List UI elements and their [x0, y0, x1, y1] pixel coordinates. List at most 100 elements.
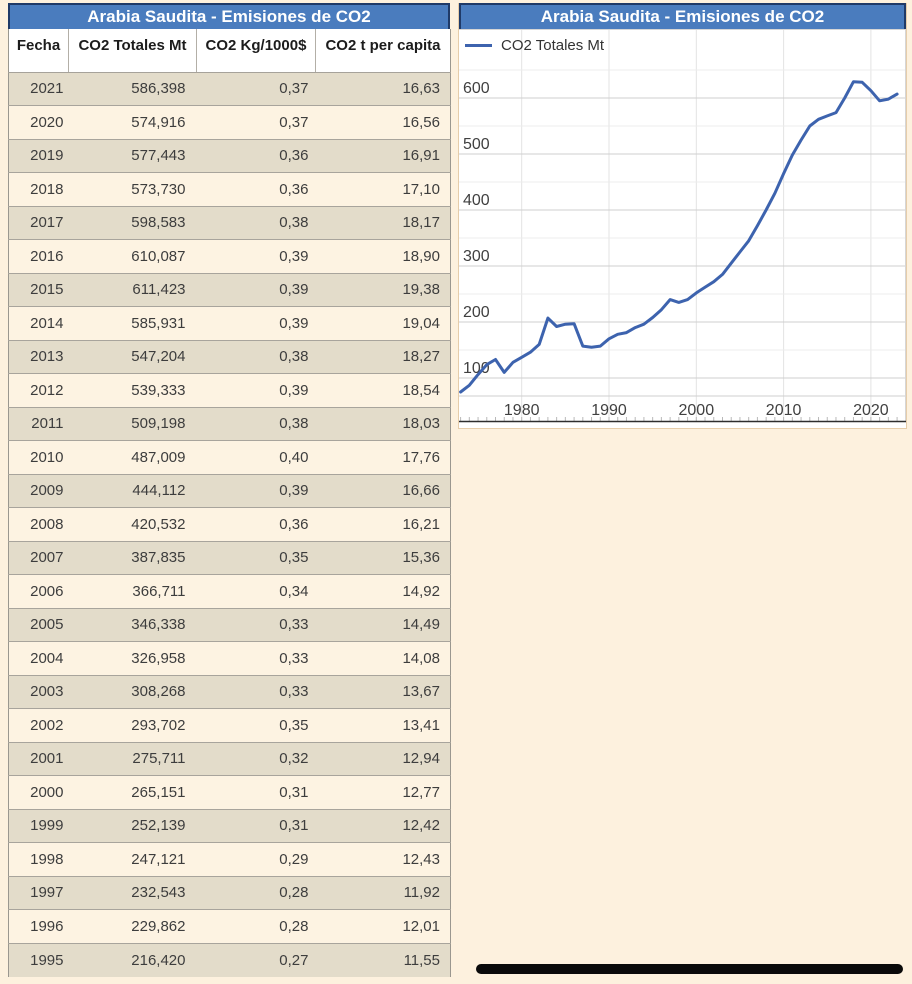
table-cell: 0,38: [196, 406, 316, 441]
table-cell: 610,087: [68, 239, 197, 273]
table-cell: 2010: [8, 440, 69, 474]
table-cell: 611,423: [68, 272, 197, 307]
table-cell: 15,36: [315, 540, 451, 575]
table-row: 2008 420,532 0,36 16,21: [8, 507, 451, 541]
table-row: 2018 573,730 0,36 17,10: [8, 172, 451, 206]
table-row: 1997 232,543 0,28 11,92: [8, 875, 451, 910]
table-cell: 16,56: [315, 105, 451, 139]
table-cell: 0,39: [196, 373, 316, 407]
table-cell: 17,76: [315, 440, 451, 474]
table-cell: 0,38: [196, 205, 316, 240]
table-cell: 2017: [8, 205, 69, 240]
table-cell: 14,92: [315, 574, 451, 608]
table-cell: 0,38: [196, 339, 316, 374]
legend-line-swatch: [465, 44, 492, 47]
table-cell: 0,35: [196, 540, 316, 575]
table-cell: 0,39: [196, 306, 316, 340]
table-cell: 598,583: [68, 205, 197, 240]
table-cell: 2007: [8, 540, 69, 575]
table-row: 1996 229,862 0,28 12,01: [8, 909, 451, 943]
col-header-co2-totales: CO2 Totales Mt: [68, 29, 197, 73]
table-cell: 0,31: [196, 775, 316, 809]
table-cell: 444,112: [68, 473, 197, 508]
table-row: 1995 216,420 0,27 11,55: [8, 942, 451, 977]
table-cell: 0,39: [196, 272, 316, 307]
table-cell: 18,17: [315, 205, 451, 240]
table-cell: 293,702: [68, 708, 197, 742]
table-cell: 14,49: [315, 607, 451, 642]
table-cell: 11,55: [315, 942, 451, 977]
table-cell: 2000: [8, 775, 69, 809]
table-cell: 539,333: [68, 373, 197, 407]
table-cell: 247,121: [68, 842, 197, 876]
table-cell: 18,90: [315, 239, 451, 273]
x-axis-label: 1980: [504, 402, 540, 419]
table-cell: 11,92: [315, 875, 451, 910]
table-cell: 0,36: [196, 507, 316, 541]
horizontal-scrollbar-thumb[interactable]: [476, 964, 903, 974]
table-cell: 1998: [8, 842, 69, 876]
col-header-co2-kg: CO2 Kg/1000$: [196, 29, 316, 73]
y-axis-label: 400: [463, 192, 490, 209]
table-row: 2021 586,398 0,37 16,63: [8, 72, 451, 106]
table-cell: 0,33: [196, 674, 316, 709]
x-axis-label: 1990: [591, 402, 627, 419]
table-cell: 1999: [8, 808, 69, 843]
table-row: 2019 577,443 0,36 16,91: [8, 138, 451, 173]
table-cell: 2015: [8, 272, 69, 307]
table-cell: 1997: [8, 875, 69, 910]
table-row: 2015 611,423 0,39 19,38: [8, 272, 451, 307]
table-cell: 2002: [8, 708, 69, 742]
x-axis-label: 2020: [853, 402, 889, 419]
table-cell: 0,33: [196, 607, 316, 642]
table-cell: 0,29: [196, 842, 316, 876]
legend-label: CO2 Totales Mt: [501, 37, 605, 54]
table-cell: 265,151: [68, 775, 197, 809]
table-cell: 2009: [8, 473, 69, 508]
table-cell: 0,39: [196, 473, 316, 508]
table-cell: 18,54: [315, 373, 451, 407]
table-cell: 2006: [8, 574, 69, 608]
table-cell: 574,916: [68, 105, 197, 139]
table-cell: 326,958: [68, 641, 197, 675]
table-cell: 252,139: [68, 808, 197, 843]
chart-legend: CO2 Totales Mt: [465, 37, 604, 54]
table-cell: 232,543: [68, 875, 197, 910]
table-row: 2009 444,112 0,39 16,66: [8, 473, 451, 508]
y-axis-label: 300: [463, 248, 490, 265]
table-cell: 2019: [8, 138, 69, 173]
y-axis-label: 500: [463, 136, 490, 153]
table-cell: 2020: [8, 105, 69, 139]
table-row: 2014 585,931 0,39 19,04: [8, 306, 451, 340]
table-cell: 13,67: [315, 674, 451, 709]
table-row: 2004 326,958 0,33 14,08: [8, 641, 451, 675]
table-cell: 2003: [8, 674, 69, 709]
table-header-row: Fecha CO2 Totales Mt CO2 Kg/1000$ CO2 t …: [8, 29, 451, 73]
co2-table-card: Arabia Saudita - Emisiones de CO2 Fecha …: [8, 3, 451, 977]
table-row: 2012 539,333 0,39 18,54: [8, 373, 451, 407]
table-cell: 18,03: [315, 406, 451, 441]
table-cell: 0,32: [196, 741, 316, 776]
table-cell: 12,43: [315, 842, 451, 876]
table-cell: 420,532: [68, 507, 197, 541]
col-header-co2-per-capita: CO2 t per capita: [315, 29, 451, 73]
table-body: 2021 586,398 0,37 16,63 2020 574,916 0,37 16,56…: [8, 72, 451, 977]
table-cell: 0,28: [196, 909, 316, 943]
table-cell: 0,35: [196, 708, 316, 742]
table-cell: 12,42: [315, 808, 451, 843]
table-cell: 2004: [8, 641, 69, 675]
table-cell: 0,36: [196, 138, 316, 173]
chart-title: Arabia Saudita - Emisiones de CO2: [459, 3, 906, 29]
table-cell: 585,931: [68, 306, 197, 340]
table-cell: 2011: [8, 406, 69, 441]
table-row: 1999 252,139 0,31 12,42: [8, 808, 451, 843]
table-cell: 577,443: [68, 138, 197, 173]
table-cell: 547,204: [68, 339, 197, 374]
table-cell: 2012: [8, 373, 69, 407]
table-row: 1998 247,121 0,29 12,43: [8, 842, 451, 876]
y-axis-label: 200: [463, 304, 490, 321]
table-cell: 0,39: [196, 239, 316, 273]
table-cell: 387,835: [68, 540, 197, 575]
table-cell: 366,711: [68, 574, 197, 608]
table-row: 2000 265,151 0,31 12,77: [8, 775, 451, 809]
